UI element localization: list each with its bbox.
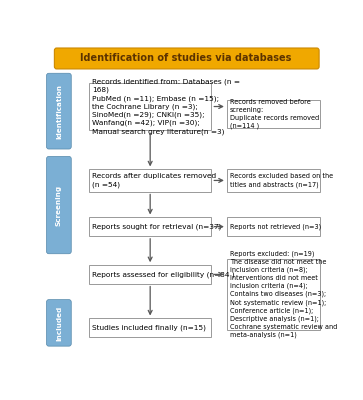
Text: Identification of studies via databases: Identification of studies via databases	[80, 54, 292, 64]
FancyBboxPatch shape	[227, 218, 320, 236]
Text: Reports excluded: (n=19)
The disease did not meet the
inclusion criteria (n=8);
: Reports excluded: (n=19) The disease did…	[230, 251, 337, 338]
Text: Reports sought for retrieval (n=37): Reports sought for retrieval (n=37)	[92, 223, 222, 230]
FancyBboxPatch shape	[89, 169, 211, 192]
Text: Records identified from: Databases (n =
168)
PubMed (n =11); Embase (n =15);
the: Records identified from: Databases (n = …	[92, 78, 240, 134]
Text: Studies included finally (n=15): Studies included finally (n=15)	[92, 324, 206, 331]
Text: Screening: Screening	[56, 184, 62, 226]
Text: Reports not retrieved (n=3): Reports not retrieved (n=3)	[230, 223, 321, 230]
FancyBboxPatch shape	[46, 156, 71, 254]
FancyBboxPatch shape	[227, 259, 320, 330]
FancyBboxPatch shape	[89, 318, 211, 337]
Text: Included: Included	[56, 305, 62, 340]
FancyBboxPatch shape	[227, 169, 320, 192]
FancyBboxPatch shape	[54, 48, 319, 69]
FancyBboxPatch shape	[46, 73, 71, 149]
Text: Records excluded based on the
titles and abstracts (n=17): Records excluded based on the titles and…	[230, 173, 333, 188]
Text: Identification: Identification	[56, 84, 62, 139]
FancyBboxPatch shape	[89, 265, 211, 284]
FancyBboxPatch shape	[46, 300, 71, 346]
Text: Records after duplicates removed
(n =54): Records after duplicates removed (n =54)	[92, 173, 216, 188]
Text: Records removed before
screening:
Duplicate records removed
(n=114 ): Records removed before screening: Duplic…	[230, 99, 319, 129]
FancyBboxPatch shape	[227, 100, 320, 128]
FancyBboxPatch shape	[89, 83, 211, 130]
FancyBboxPatch shape	[89, 218, 211, 236]
Text: Reports assessed for eligibility (n=34 ): Reports assessed for eligibility (n=34 )	[92, 271, 235, 278]
